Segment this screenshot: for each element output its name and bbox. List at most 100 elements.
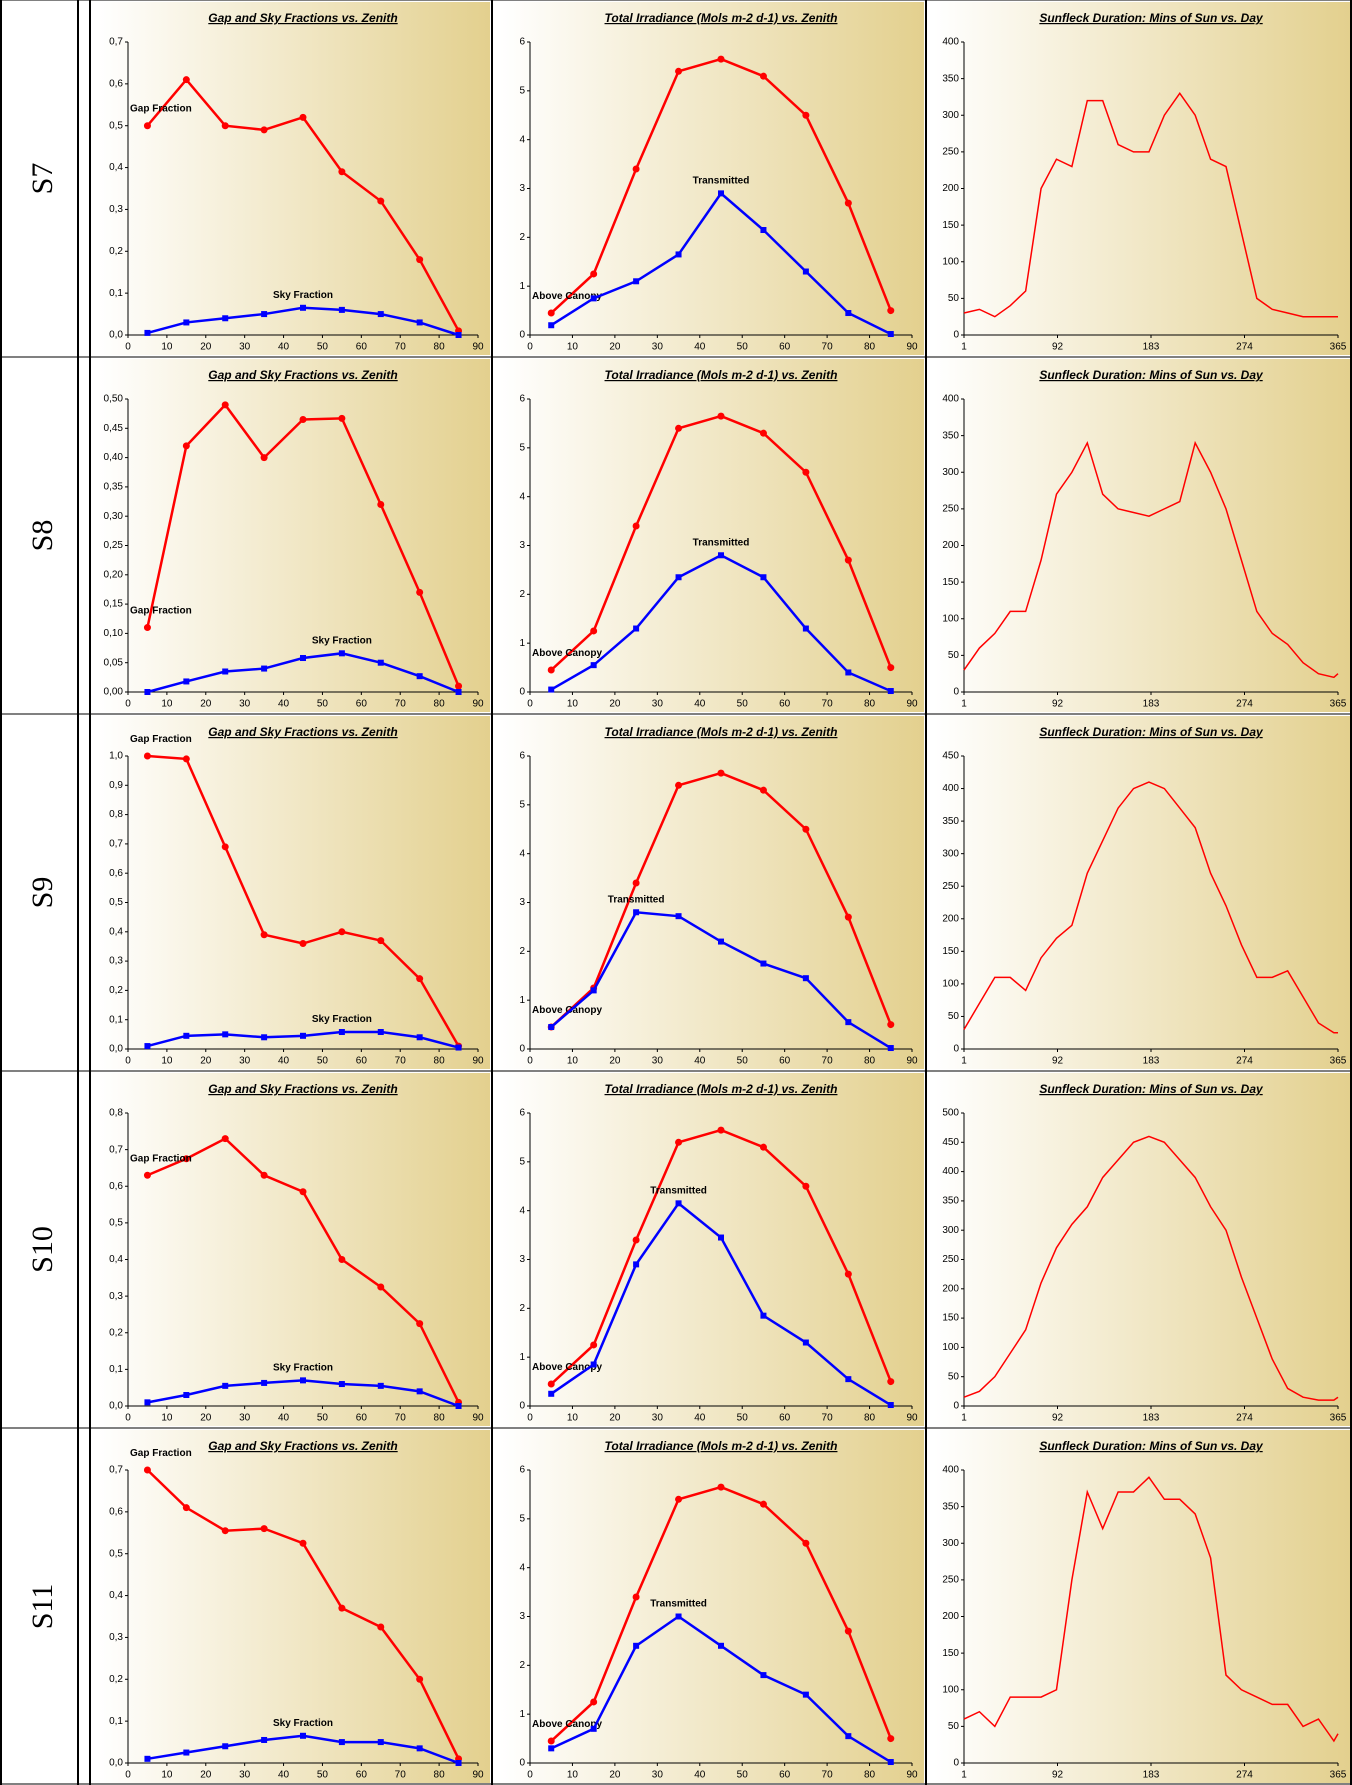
y-tick-label: 0 [953,330,959,341]
plot-background [934,1073,1350,1426]
x-tick-label: 70 [395,1770,407,1781]
y-tick-label: 400 [942,394,959,405]
x-tick-label: 80 [864,1770,876,1781]
y-tick-label: 0,6 [109,868,123,879]
y-tick-label: 0,2 [109,1674,123,1685]
y-tick-label: 50 [948,1371,960,1382]
x-tick-label: 92 [1052,1056,1064,1067]
point [221,1135,229,1143]
point [887,331,894,338]
y-tick-label: 0,4 [109,926,123,937]
plot-background [934,359,1350,712]
point [416,975,424,983]
point [633,625,640,632]
x-tick-label: 40 [278,699,290,710]
x-tick-label: 20 [609,699,621,710]
y-tick-label: 1 [519,638,525,649]
point [455,1403,462,1409]
point [675,781,683,789]
series-line [963,91,1338,318]
point [547,1737,555,1745]
series-label: Sky Fraction [273,1362,333,1373]
chart-title: Gap and Sky Fractions vs. Zenith [208,1082,397,1096]
point [261,1736,268,1743]
point [887,688,894,695]
series-label: Transmitted [693,537,750,548]
point [299,416,307,424]
x-tick-label: 60 [779,1413,791,1424]
point [760,960,767,967]
y-tick-label: 200 [942,1611,959,1622]
point [377,659,384,666]
chart-title: Gap and Sky Fractions vs. Zenith [208,725,397,739]
point [633,909,640,916]
point [675,1138,683,1146]
y-tick-label: 0,9 [109,780,123,791]
x-tick-label: 30 [239,1056,251,1067]
point [455,689,462,695]
x-tick-label: 30 [652,1056,664,1067]
point [802,1539,810,1547]
row-label: S8 [26,520,59,552]
point [299,113,307,121]
point [338,1604,346,1612]
point [802,111,810,119]
x-tick-label: 274 [1236,342,1253,353]
chart-title: Total Irradiance (Mols m-2 d-1) vs. Zeni… [605,1439,838,1453]
point [377,1283,385,1291]
x-tick-label: 183 [1143,342,1160,353]
x-tick-label: 90 [472,1770,484,1781]
point [260,126,268,134]
x-tick-label: 70 [822,699,834,710]
y-tick-label: 4 [519,491,525,502]
y-tick-label: 0,4 [109,1254,123,1265]
x-tick-label: 1 [961,1413,967,1424]
y-tick-label: 0,3 [109,1291,123,1302]
y-tick-label: 4 [519,848,525,859]
y-tick-label: 100 [942,256,959,267]
point [675,251,682,258]
y-tick-label: 0,25 [104,540,124,551]
point [675,424,683,432]
point [416,1388,423,1395]
y-tick-label: 0,7 [109,1465,123,1476]
x-tick-label: 60 [356,1056,368,1067]
y-tick-label: 0,5 [109,1218,123,1229]
point [377,1739,384,1746]
series-label: Above Canopy [532,648,602,659]
x-tick-label: 274 [1236,1413,1253,1424]
y-tick-label: 3 [519,1611,525,1622]
y-tick-label: 3 [519,1254,525,1265]
point [144,329,151,336]
point [261,311,268,318]
x-tick-label: 60 [356,342,368,353]
point [300,1032,306,1039]
y-tick-label: 300 [942,110,959,121]
point [143,1466,151,1474]
y-tick-label: 2 [519,589,525,600]
series-label: Gap Fraction [130,1153,192,1164]
point [590,662,597,669]
x-tick-label: 0 [527,699,533,710]
x-tick-label: 20 [200,1056,212,1067]
point [300,1732,306,1739]
x-tick-label: 30 [239,1770,251,1781]
y-tick-label: 0,50 [104,394,124,405]
y-tick-label: 50 [948,1721,960,1732]
x-tick-label: 0 [527,1413,533,1424]
point [548,322,555,329]
point [632,522,640,530]
x-tick-label: 70 [822,1413,834,1424]
x-tick-label: 1 [961,699,967,710]
x-tick-label: 50 [317,1770,329,1781]
y-tick-label: 0 [519,1758,525,1769]
point [416,1320,424,1328]
point [261,1379,268,1386]
y-tick-label: 5 [519,1513,525,1524]
point [338,1381,345,1388]
point [221,1527,229,1535]
point [338,306,345,313]
x-tick-label: 90 [906,1413,918,1424]
y-tick-label: 100 [942,1684,959,1695]
point [632,165,640,173]
